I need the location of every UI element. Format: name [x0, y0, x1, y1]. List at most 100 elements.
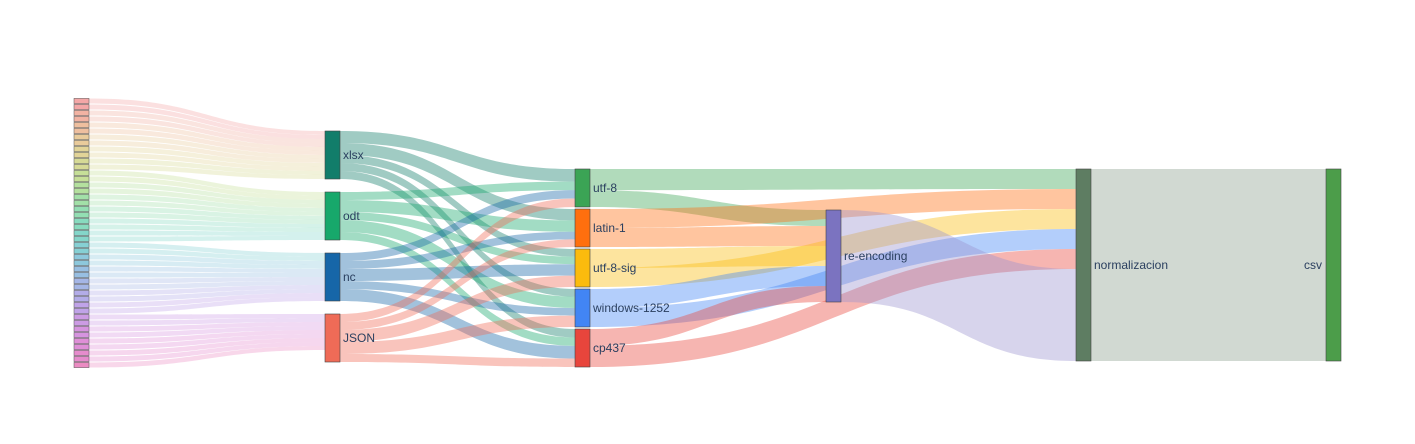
node-norm[interactable]	[1075, 168, 1092, 362]
source-link	[89, 266, 325, 273]
source-node	[73, 224, 90, 230]
node-xlsx[interactable]	[324, 130, 341, 180]
source-link	[89, 122, 325, 151]
flow-link-win1252-to-reenc	[590, 266, 826, 308]
flow-link-json-to-cp437	[340, 354, 575, 367]
source-link	[89, 152, 325, 171]
flow-link-odt-to-utf8	[340, 181, 575, 200]
node-label-xlsx: xlsx	[343, 148, 364, 162]
node-utf8[interactable]	[574, 168, 591, 208]
source-node	[73, 200, 90, 206]
node-json[interactable]	[324, 313, 341, 363]
source-link	[89, 236, 325, 242]
source-link	[89, 254, 325, 265]
flow-link-cp437-to-reenc	[590, 286, 826, 346]
source-link	[89, 158, 325, 175]
source-node	[73, 104, 90, 110]
source-node	[73, 230, 90, 236]
node-win1252[interactable]	[574, 288, 591, 328]
source-node	[73, 236, 90, 242]
node-label-odt: odt	[343, 209, 360, 223]
source-node	[73, 128, 90, 134]
flow-link-json-to-utf8	[340, 198, 575, 322]
source-node	[73, 350, 90, 356]
flow-link-json-to-utf8sig	[340, 275, 575, 342]
source-node	[73, 356, 90, 362]
source-node	[73, 182, 90, 188]
flow-link-xlsx-to-utf8	[340, 131, 575, 182]
source-link	[89, 338, 325, 356]
flow-link-utf8sig-to-reenc	[590, 246, 826, 268]
flow-link-json-to-win1252	[340, 315, 575, 354]
source-link	[89, 200, 325, 216]
source-link	[89, 318, 325, 326]
source-node	[73, 152, 90, 158]
source-link	[89, 128, 325, 155]
source-node	[73, 260, 90, 266]
source-link	[89, 346, 325, 368]
flow-link-xlsx-to-latin1	[340, 143, 575, 221]
flow-link-norm-to-csv	[1091, 169, 1326, 361]
node-latin1[interactable]	[574, 208, 591, 248]
source-link	[89, 104, 325, 139]
source-link	[89, 272, 325, 278]
flow-link-nc-to-utf8sig	[340, 264, 575, 281]
flow-link-cp437-to-norm	[590, 249, 1076, 367]
source-node	[73, 326, 90, 332]
source-node	[73, 188, 90, 194]
node-label-win1252: windows-1252	[592, 301, 670, 315]
node-label-csv: csv	[1304, 258, 1322, 272]
source-node	[73, 278, 90, 284]
source-node	[73, 362, 90, 368]
source-node	[73, 248, 90, 254]
source-node	[73, 194, 90, 200]
source-link	[89, 297, 325, 314]
source-node	[73, 116, 90, 122]
flow-link-latin1-to-norm	[590, 189, 1076, 228]
source-node	[73, 122, 90, 128]
source-node	[73, 254, 90, 260]
source-link	[89, 146, 325, 167]
links-layer	[89, 98, 1326, 368]
source-link	[89, 188, 325, 208]
labels-layer: xlsx odt nc JSON utf-8 latin-1 utf-8-sig window…	[343, 148, 1322, 355]
flow-link-odt-to-utf8sig	[340, 212, 575, 265]
node-label-latin1: latin-1	[593, 221, 626, 235]
flow-link-odt-to-latin1	[340, 200, 575, 232]
source-node	[73, 158, 90, 164]
flow-link-reenc-to-norm	[841, 210, 1076, 361]
flow-link-xlsx-to-utf8sig	[340, 155, 575, 257]
node-odt[interactable]	[324, 191, 341, 241]
source-node	[73, 272, 90, 278]
node-utf8sig[interactable]	[574, 248, 591, 288]
flow-link-utf8-to-norm	[590, 169, 1076, 191]
source-node	[73, 98, 90, 104]
source-link	[89, 314, 325, 320]
source-link	[89, 334, 325, 350]
source-node	[73, 242, 90, 248]
node-nc[interactable]	[324, 252, 341, 302]
source-node	[73, 296, 90, 302]
flow-link-odt-to-cp437	[340, 232, 575, 346]
node-label-norm: normalizacion	[1094, 258, 1168, 272]
source-link	[89, 326, 325, 338]
node-csv[interactable]	[1325, 168, 1342, 362]
node-cp437[interactable]	[574, 328, 591, 368]
source-node	[73, 140, 90, 146]
source-node	[73, 266, 90, 272]
source-link	[89, 212, 325, 224]
node-reenc[interactable]	[825, 209, 842, 303]
source-link	[89, 176, 325, 200]
source-link	[89, 194, 325, 212]
source-node	[73, 164, 90, 170]
flow-link-nc-to-cp437	[340, 289, 575, 359]
flow-link-nc-to-win1252	[340, 281, 575, 316]
source-link	[89, 98, 325, 135]
source-node	[73, 308, 90, 314]
source-link	[89, 342, 325, 362]
source-node	[73, 284, 90, 290]
source-link	[89, 218, 325, 228]
source-link	[89, 134, 325, 159]
flow-link-nc-to-latin1	[340, 231, 575, 269]
